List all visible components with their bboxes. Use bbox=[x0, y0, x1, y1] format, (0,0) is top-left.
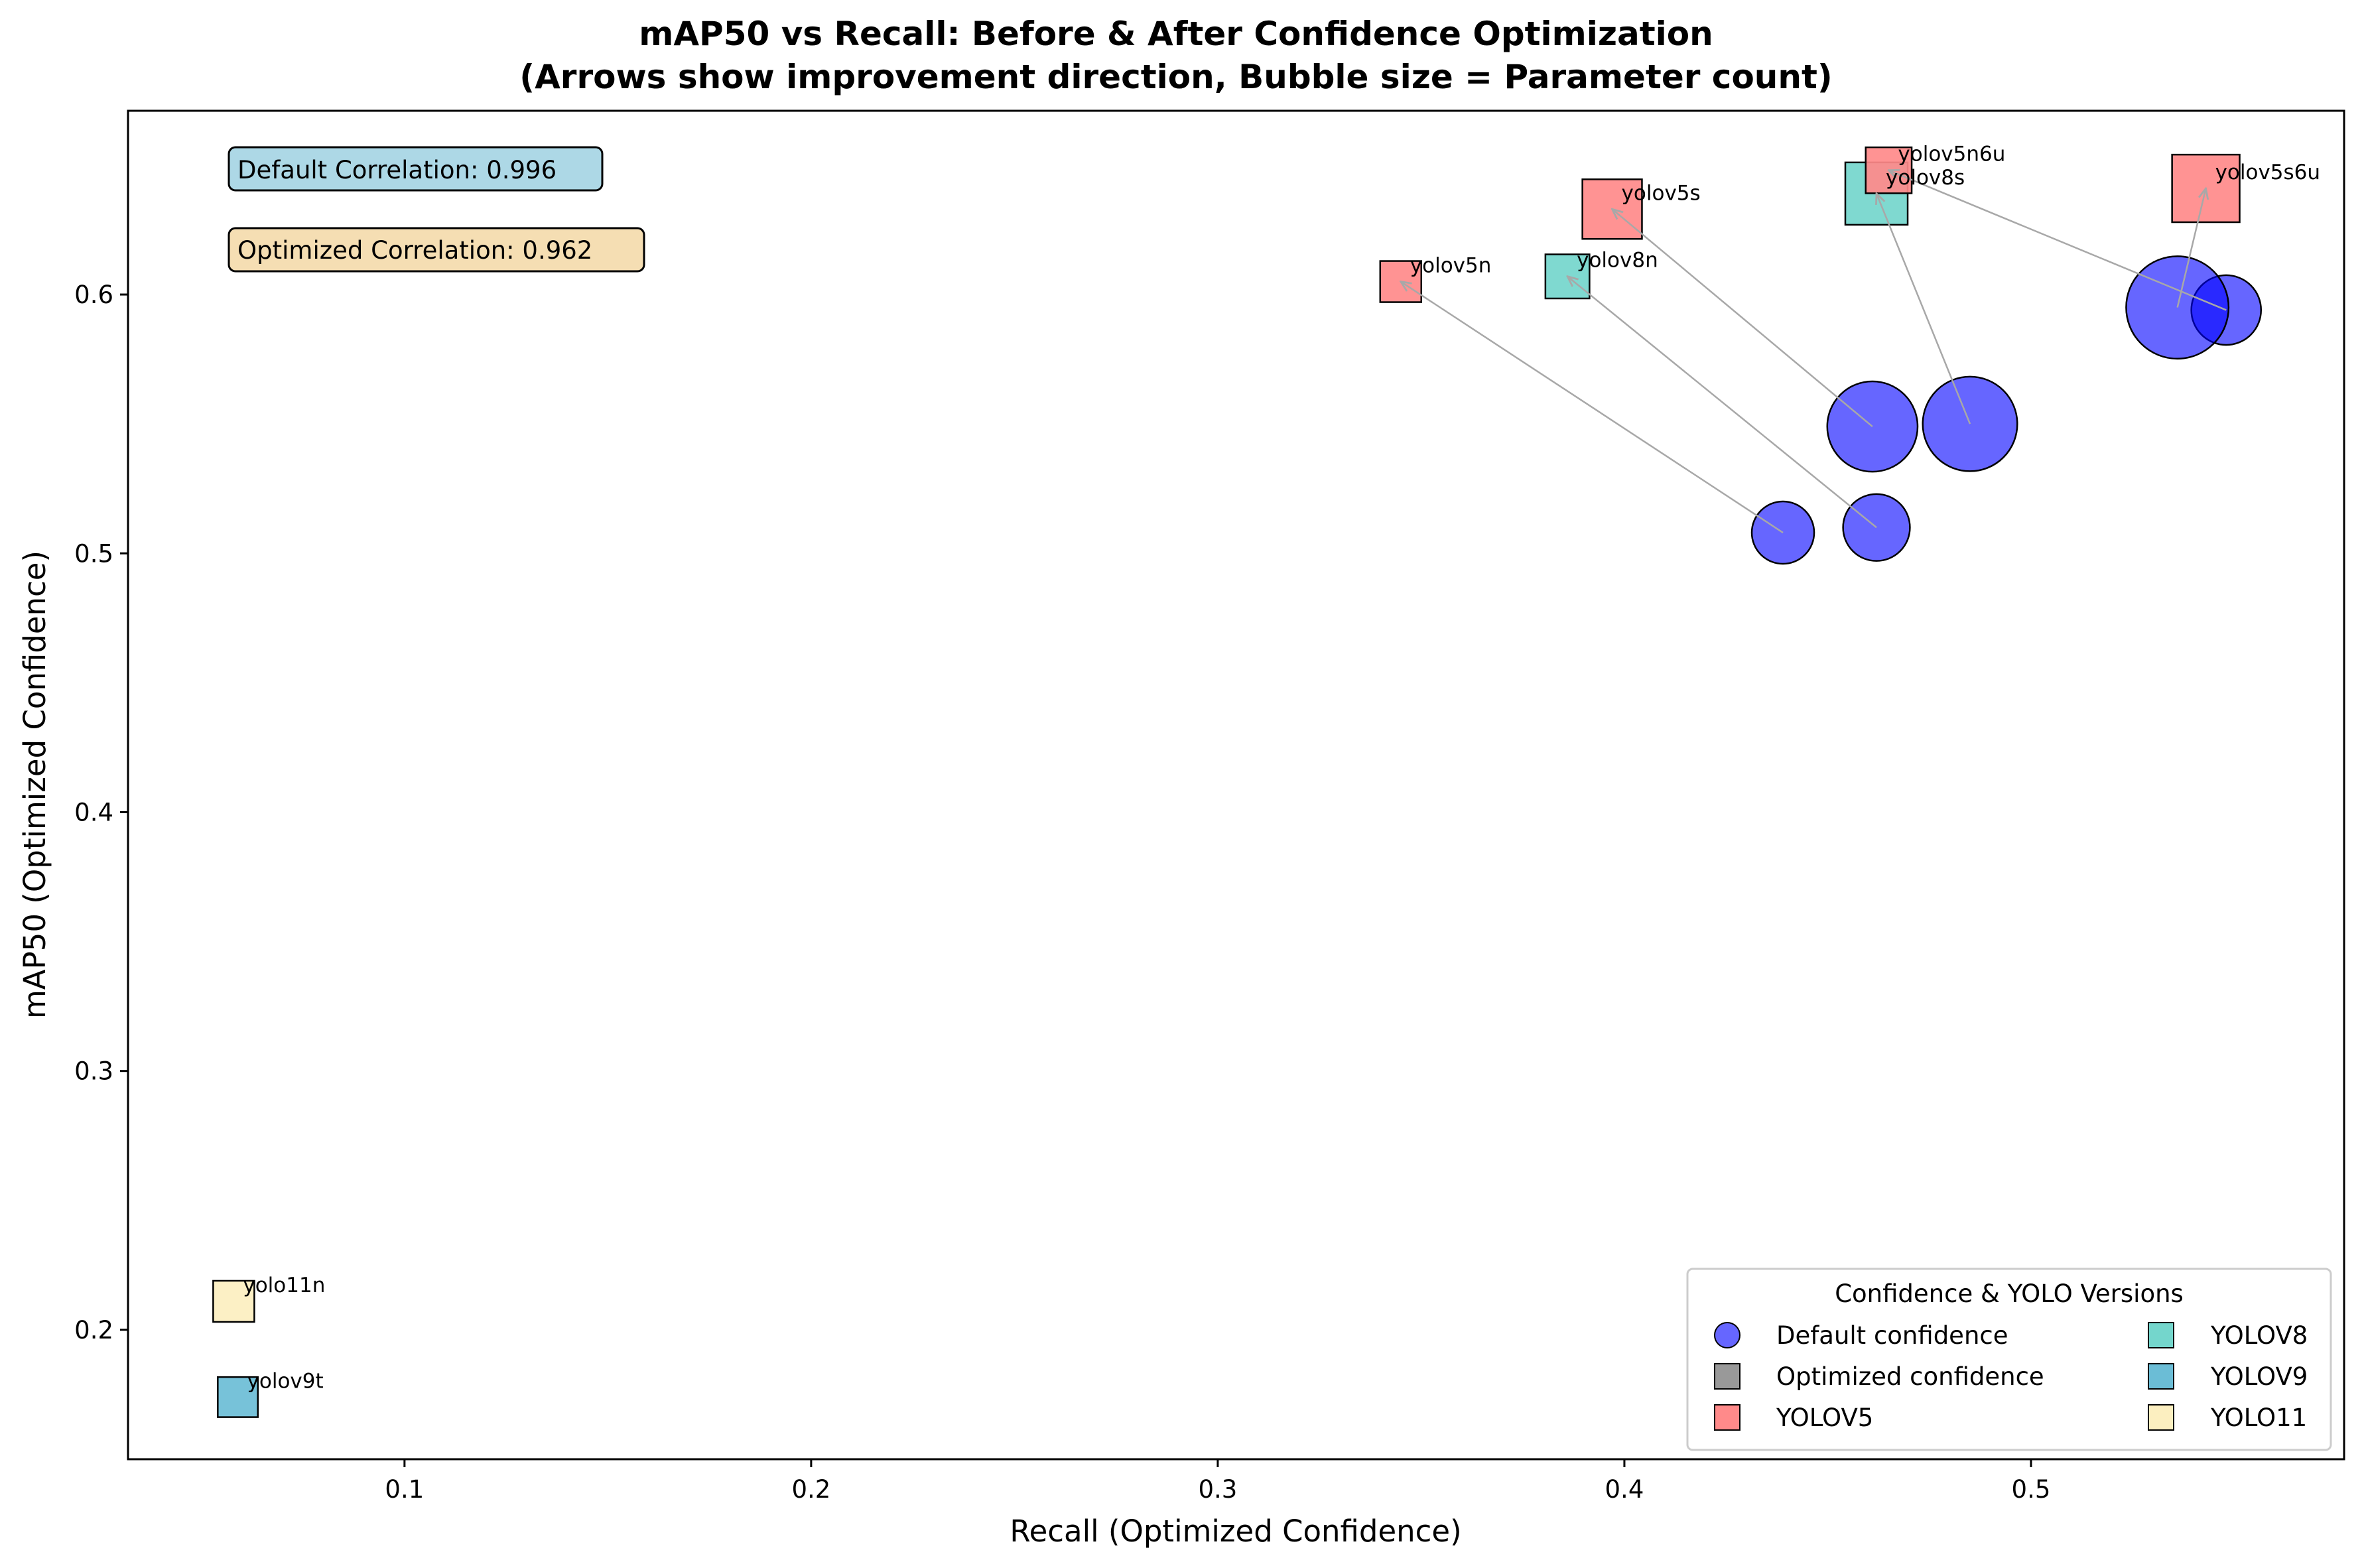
point-label-yolov8n: yolov8n bbox=[1577, 249, 1658, 273]
legend-entry-yolov5: YOLOV5 bbox=[1714, 1404, 1873, 1432]
optimized-point-yolov9t bbox=[217, 1376, 259, 1418]
point-label-yolov5n: yolov5n bbox=[1410, 254, 1492, 278]
legend-entry-yolo11: YOLO11 bbox=[2148, 1404, 2307, 1432]
x-tick-label: 0.3 bbox=[1198, 1475, 1237, 1504]
legend-entry-yolov9: YOLOV9 bbox=[2148, 1362, 2308, 1391]
improvement-arrow-yolov5s bbox=[1612, 209, 1873, 428]
default-correlation-box: Default Correlation: 0.996 bbox=[228, 146, 604, 192]
legend-marker-default bbox=[1714, 1322, 1740, 1348]
legend-marker-optimized bbox=[1714, 1363, 1740, 1390]
legend-label-optimized: Optimized confidence bbox=[1776, 1362, 2044, 1391]
y-tick-label: 0.5 bbox=[74, 539, 113, 568]
point-label-yolo11n: yolo11n bbox=[243, 1274, 325, 1297]
y-axis: 0.2 0.3 0.4 0.5 0.6 bbox=[74, 281, 128, 1344]
improvement-arrow-yolov8n bbox=[1567, 277, 1877, 529]
y-tick-label: 0.6 bbox=[74, 281, 113, 309]
x-tick-label: 0.1 bbox=[385, 1475, 424, 1504]
x-axis-label: Recall (Optimized Confidence) bbox=[1010, 1514, 1461, 1549]
point-label-yolov8s: yolov8s bbox=[1886, 166, 1965, 190]
chart-subtitle: (Arrows show improvement direction, Bubb… bbox=[519, 58, 1833, 96]
x-tick-label: 0.4 bbox=[1605, 1475, 1644, 1504]
legend-label-yolov5: YOLOV5 bbox=[1776, 1404, 1873, 1432]
legend-entry-yolov8: YOLOV8 bbox=[2148, 1321, 2308, 1350]
legend-marker-yolov8 bbox=[2148, 1322, 2174, 1348]
y-tick-label: 0.2 bbox=[74, 1316, 113, 1344]
y-tick-label: 0.3 bbox=[74, 1057, 113, 1086]
plot-frame bbox=[127, 109, 2345, 1461]
y-axis-label: mAP50 (Optimized Confidence) bbox=[17, 551, 52, 1019]
y-tick-label: 0.4 bbox=[74, 798, 113, 826]
chart-title: mAP50 vs Recall: Before & After Confiden… bbox=[639, 15, 1713, 53]
legend-marker-yolo11 bbox=[2148, 1404, 2174, 1431]
legend-marker-yolov9 bbox=[2148, 1363, 2174, 1390]
legend-label-yolo11: YOLO11 bbox=[2210, 1404, 2307, 1432]
x-tick-label: 0.5 bbox=[2012, 1475, 2051, 1504]
point-label-yolov5n6u: yolov5n6u bbox=[1898, 143, 2005, 166]
legend-entry-optimized: Optimized confidence bbox=[1714, 1362, 2044, 1391]
x-axis: 0.1 0.2 0.3 0.4 0.5 bbox=[385, 1459, 2050, 1504]
legend-entry-default: Default confidence bbox=[1714, 1321, 2008, 1350]
optimized-correlation-text: Optimized Correlation: 0.962 bbox=[237, 236, 592, 265]
legend: Confidence & YOLO Versions Default confi… bbox=[1686, 1268, 2332, 1451]
legend-marker-yolov5 bbox=[1714, 1404, 1740, 1431]
improvement-arrow-yolov5s6u bbox=[2176, 188, 2206, 308]
legend-label-default: Default confidence bbox=[1776, 1321, 2008, 1350]
optimized-correlation-box: Optimized Correlation: 0.962 bbox=[228, 227, 645, 273]
point-label-yolov5s6u: yolov5s6u bbox=[2215, 161, 2320, 184]
point-label-yolov9t: yolov9t bbox=[247, 1369, 324, 1393]
improvement-arrow-yolov5n bbox=[1401, 282, 1784, 534]
legend-label-yolov8: YOLOV8 bbox=[2210, 1321, 2308, 1350]
default-correlation-text: Default Correlation: 0.996 bbox=[237, 156, 557, 184]
improvement-arrow-yolov5n6u bbox=[1888, 170, 2227, 311]
legend-title: Confidence & YOLO Versions bbox=[1835, 1279, 2184, 1308]
improvement-arrow-yolov8s bbox=[1876, 194, 1971, 425]
optimized-point-yolo11n bbox=[212, 1279, 255, 1323]
x-tick-label: 0.2 bbox=[791, 1475, 830, 1504]
legend-label-yolov9: YOLOV9 bbox=[2210, 1362, 2308, 1391]
point-label-yolov5s: yolov5s bbox=[1622, 181, 1701, 205]
